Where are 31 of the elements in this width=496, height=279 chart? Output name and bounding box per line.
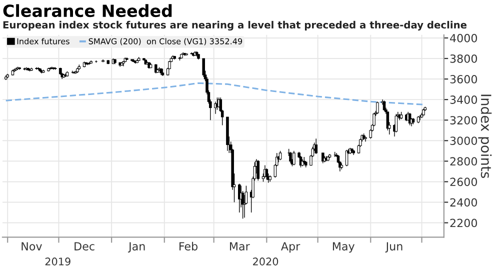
text: 2020 [253, 258, 278, 266]
y-tick-label: 2400 [450, 198, 478, 207]
x-tick-label: Mar [230, 242, 250, 250]
legend-label: Index futures [17, 38, 70, 44]
candlestick [386, 112, 390, 131]
candlestick [256, 160, 260, 182]
y-tick-label: 3800 [450, 54, 478, 63]
x-tick-label: Feb [180, 242, 198, 250]
y-tick-label: 3400 [450, 96, 478, 104]
text: 2019 [45, 258, 70, 266]
x-tick-label: Apr [281, 242, 300, 253]
chart-title: Clearance Needed [3, 4, 172, 18]
chart-subtitle: European index stock futures are nearing a level that preceded a three-day decline [3, 20, 467, 31]
y-axis-title: Index points [478, 94, 492, 178]
x-tick-label: Jan [128, 242, 145, 253]
x-tick-label: May [332, 242, 355, 253]
x-tick-label: Jun [385, 242, 402, 253]
y-tick-label: 3000 [450, 136, 478, 146]
candlestick [265, 168, 268, 180]
y-tick-label: 2600 [450, 178, 478, 186]
x-tick-label: Nov [22, 242, 42, 250]
y-tick-label: 2200 [450, 218, 478, 228]
y-tick-label: 4000 [450, 34, 478, 42]
y-tick-label: 3600 [450, 75, 478, 84]
legend-label: SMAVG (200) on Close (VG1) 3352.49 [88, 38, 242, 46]
candlestick [376, 101, 379, 114]
y-tick-label: 2800 [450, 157, 478, 166]
y-tick-label: 3200 [450, 116, 478, 124]
candlestick [202, 58, 205, 78]
candlestick [289, 152, 292, 164]
x-tick-label: Dec [74, 242, 94, 250]
